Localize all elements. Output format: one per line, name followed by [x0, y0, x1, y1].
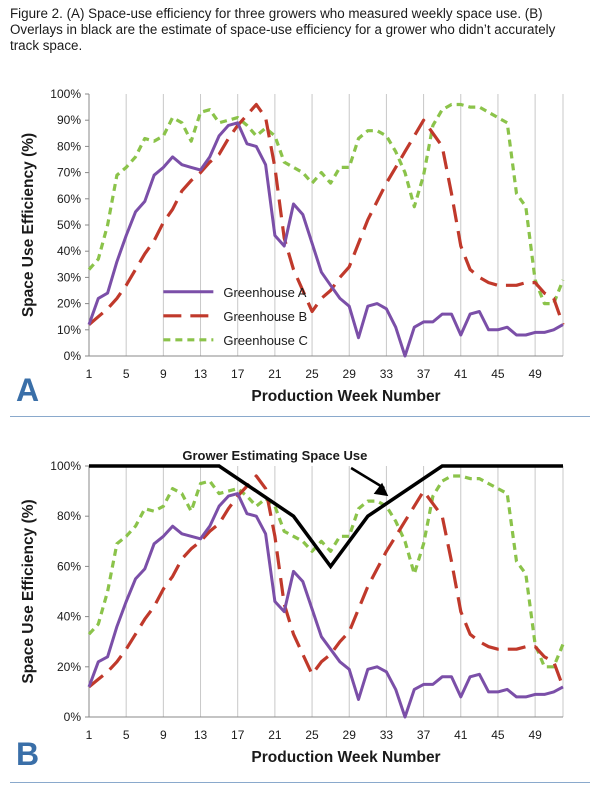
x-tick-label: 21	[268, 728, 282, 742]
legend-entry: Greenhouse A	[223, 285, 306, 300]
x-tick-label: 29	[343, 728, 357, 742]
panel-divider-a	[10, 416, 590, 417]
legend-entry: Greenhouse C	[223, 333, 308, 348]
x-tick-label: 41	[454, 367, 468, 381]
x-tick-label: 49	[528, 367, 542, 381]
y-tick-label: 60%	[57, 559, 81, 573]
x-tick-label: 49	[528, 728, 542, 742]
grower-estimate-line	[89, 464, 563, 570]
x-tick-label: 45	[491, 728, 505, 742]
series-line-greenhouse-b	[87, 474, 565, 689]
x-axis-title: Production Week Number	[251, 388, 440, 405]
y-tick-label: 90%	[57, 113, 81, 127]
x-tick-label: 45	[491, 367, 505, 381]
x-tick-label: 13	[194, 367, 208, 381]
legend-entry: Greenhouse B	[223, 309, 307, 324]
series-line-greenhouse-a	[87, 492, 564, 719]
x-tick-label: 17	[231, 367, 245, 381]
y-axis-title: Space Use Efficiency (%)	[20, 499, 37, 683]
panel-label-b: B	[16, 736, 40, 772]
x-tick-label: 9	[160, 728, 167, 742]
x-tick-label: 41	[454, 728, 468, 742]
x-tick-label: 13	[194, 728, 208, 742]
annotation-arrowhead	[373, 482, 389, 497]
y-tick-label: 100%	[50, 87, 81, 101]
x-tick-label: 37	[417, 728, 431, 742]
x-tick-label: 5	[123, 728, 130, 742]
x-tick-label: 1	[86, 728, 93, 742]
series-line-greenhouse-a	[87, 121, 564, 358]
panel-label-a: A	[16, 372, 40, 408]
y-tick-label: 50%	[57, 218, 81, 232]
x-tick-label: 5	[123, 367, 130, 381]
series-line-greenhouse-c	[87, 102, 565, 306]
x-tick-label: 33	[380, 728, 394, 742]
panel-divider-b	[10, 782, 590, 783]
y-tick-label: 20%	[57, 297, 81, 311]
x-tick-label: 1	[86, 367, 93, 381]
y-tick-label: 10%	[57, 323, 81, 337]
y-tick-label: 70%	[57, 166, 81, 180]
x-tick-label: 9	[160, 367, 167, 381]
y-tick-label: 0%	[64, 349, 82, 363]
y-tick-label: 30%	[57, 270, 81, 284]
x-tick-label: 17	[231, 728, 245, 742]
y-tick-label: 80%	[57, 509, 81, 523]
y-tick-label: 0%	[64, 710, 82, 724]
y-tick-label: 20%	[57, 660, 81, 674]
y-tick-label: 80%	[57, 139, 81, 153]
series-line-greenhouse-b	[87, 102, 565, 326]
figure-caption: Figure 2. (A) Space-use efficiency for t…	[10, 6, 556, 53]
y-tick-label: 40%	[57, 610, 81, 624]
x-tick-label: 29	[343, 367, 357, 381]
x-tick-label: 21	[268, 367, 282, 381]
x-tick-label: 33	[380, 367, 394, 381]
x-axis-title: Production Week Number	[251, 749, 440, 766]
annotation-arrow	[350, 466, 385, 490]
chart-panel-a: 0% 10% 20% 30% 40% 50% 60% 70% 80% 90% 100% 1 5 9 13 17…	[20, 87, 565, 405]
series-line-greenhouse-c	[87, 474, 565, 669]
annotation-label: Grower Estimating Space Use	[182, 448, 367, 463]
x-tick-label: 25	[305, 728, 319, 742]
y-axis-title: Space Use Efficiency (%)	[20, 133, 37, 317]
x-tick-label: 25	[305, 367, 319, 381]
y-tick-label: 60%	[57, 192, 81, 206]
y-tick-label: 100%	[50, 459, 81, 473]
y-tick-label: 40%	[57, 244, 81, 258]
chart-panel-b: 0% 20% 40% 60% 80% 100% 1 5 9 13 17 21 25 29 33 37 41 45 4…	[20, 448, 565, 766]
x-tick-label: 37	[417, 367, 431, 381]
